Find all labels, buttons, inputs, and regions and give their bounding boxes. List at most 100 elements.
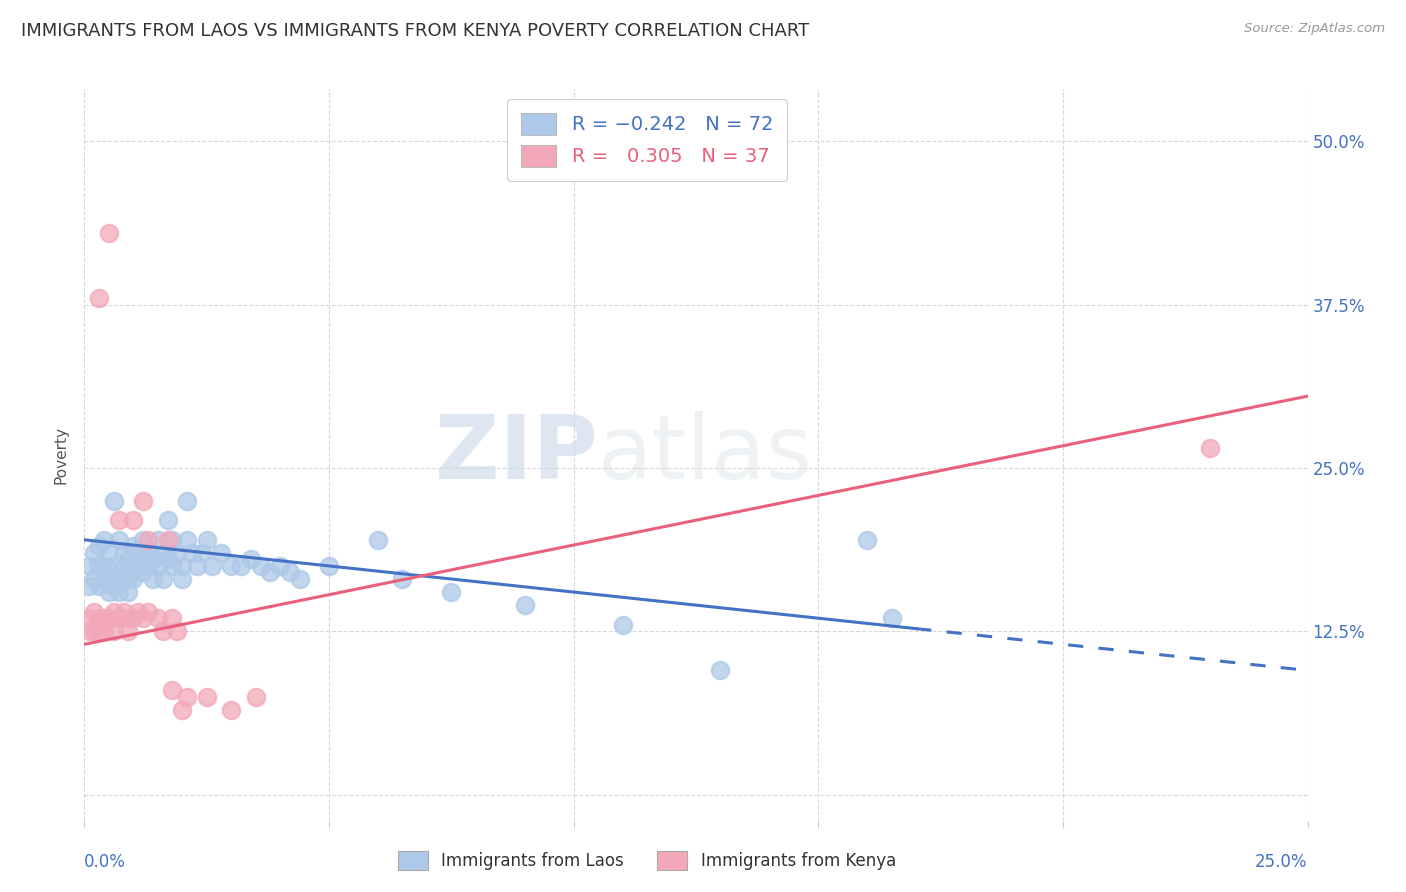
Point: [318, 558, 340, 573]
Point: [87, 624, 110, 639]
Legend: Immigrants from Laos, Immigrants from Kenya: Immigrants from Laos, Immigrants from Ke…: [389, 842, 904, 878]
Point: [142, 572, 165, 586]
Point: [97, 611, 120, 625]
Point: [132, 566, 155, 580]
Text: 25.0%: 25.0%: [1256, 854, 1308, 871]
Point: [195, 533, 218, 547]
Point: [391, 572, 413, 586]
Point: [122, 513, 145, 527]
Point: [112, 546, 135, 560]
Point: [103, 558, 125, 573]
Point: [288, 572, 311, 586]
Point: [93, 624, 115, 639]
Point: [1198, 442, 1220, 456]
Point: [166, 546, 188, 560]
Text: Source: ZipAtlas.com: Source: ZipAtlas.com: [1244, 22, 1385, 36]
Point: [122, 572, 145, 586]
Point: [122, 611, 145, 625]
Point: [219, 703, 242, 717]
Point: [612, 617, 634, 632]
Point: [127, 546, 149, 560]
Point: [709, 664, 731, 678]
Point: [269, 558, 291, 573]
Point: [117, 611, 139, 625]
Point: [87, 611, 110, 625]
Point: [112, 558, 135, 573]
Point: [103, 624, 125, 639]
Y-axis label: Poverty: Poverty: [53, 425, 69, 484]
Point: [97, 546, 120, 560]
Point: [83, 572, 105, 586]
Point: [117, 552, 139, 566]
Point: [107, 585, 129, 599]
Point: [87, 578, 110, 592]
Point: [87, 291, 110, 305]
Point: [103, 578, 125, 592]
Point: [229, 558, 252, 573]
Text: ZIP: ZIP: [436, 411, 598, 499]
Point: [83, 624, 105, 639]
Point: [162, 558, 184, 573]
Point: [112, 572, 135, 586]
Text: 0.0%: 0.0%: [84, 854, 127, 871]
Point: [103, 493, 125, 508]
Point: [117, 624, 139, 639]
Point: [156, 552, 179, 566]
Point: [142, 552, 165, 566]
Point: [156, 513, 179, 527]
Point: [77, 578, 100, 592]
Point: [97, 566, 120, 580]
Point: [152, 572, 174, 586]
Point: [107, 513, 129, 527]
Point: [93, 558, 115, 573]
Point: [117, 572, 139, 586]
Point: [166, 624, 188, 639]
Point: [93, 533, 115, 547]
Point: [245, 690, 267, 704]
Point: [186, 558, 208, 573]
Point: [239, 552, 262, 566]
Point: [77, 611, 100, 625]
Point: [176, 690, 198, 704]
Point: [122, 539, 145, 553]
Point: [132, 493, 155, 508]
Point: [249, 558, 271, 573]
Point: [513, 598, 536, 612]
Point: [132, 611, 155, 625]
Point: [127, 558, 149, 573]
Point: [172, 703, 194, 717]
Point: [146, 533, 169, 547]
Point: [219, 558, 242, 573]
Point: [162, 683, 184, 698]
Text: IMMIGRANTS FROM LAOS VS IMMIGRANTS FROM KENYA POVERTY CORRELATION CHART: IMMIGRANTS FROM LAOS VS IMMIGRANTS FROM …: [21, 22, 810, 40]
Point: [162, 533, 184, 547]
Point: [107, 611, 129, 625]
Point: [209, 546, 232, 560]
Point: [146, 611, 169, 625]
Point: [181, 546, 204, 560]
Point: [117, 585, 139, 599]
Point: [856, 533, 879, 547]
Point: [191, 546, 214, 560]
Point: [195, 690, 218, 704]
Point: [156, 533, 179, 547]
Point: [176, 533, 198, 547]
Point: [107, 533, 129, 547]
Point: [83, 546, 105, 560]
Point: [122, 558, 145, 573]
Point: [278, 566, 301, 580]
Point: [132, 533, 155, 547]
Point: [162, 611, 184, 625]
Point: [83, 605, 105, 619]
Point: [146, 558, 169, 573]
Point: [172, 558, 194, 573]
Point: [440, 585, 463, 599]
Point: [97, 585, 120, 599]
Point: [136, 533, 159, 547]
Point: [77, 624, 100, 639]
Point: [77, 558, 100, 573]
Point: [152, 624, 174, 639]
Point: [367, 533, 389, 547]
Point: [87, 558, 110, 573]
Point: [93, 572, 115, 586]
